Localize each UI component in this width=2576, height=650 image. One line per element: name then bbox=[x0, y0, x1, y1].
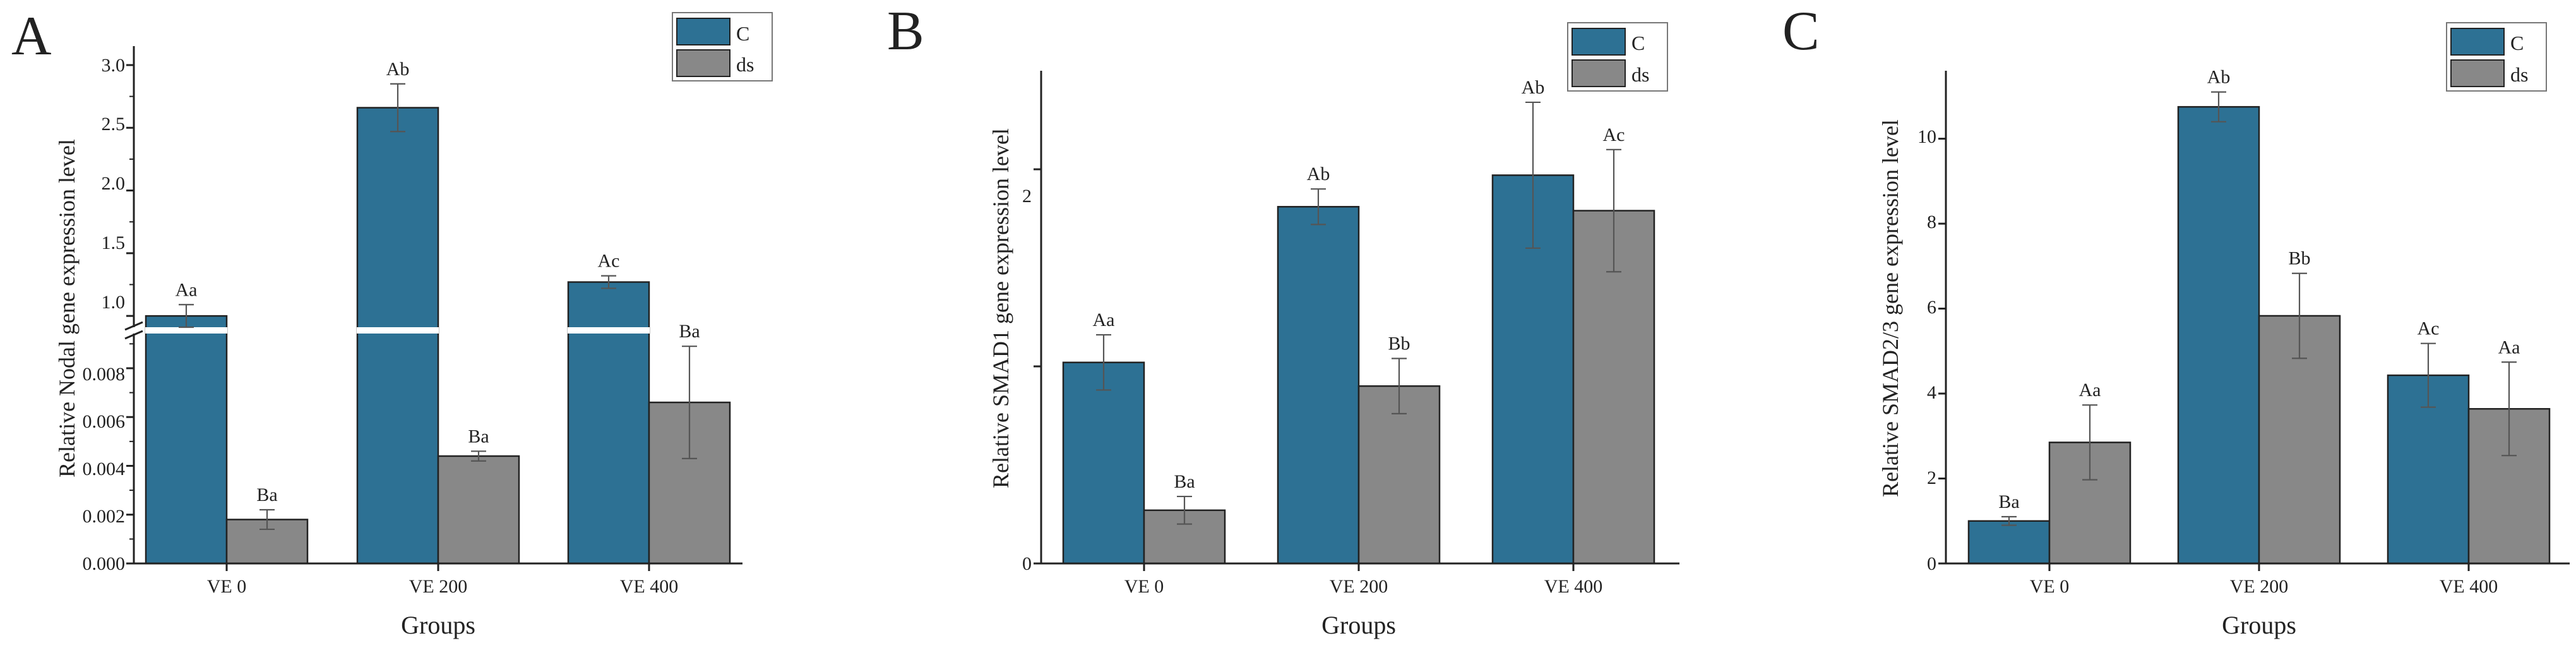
significance-label: Aa bbox=[2498, 337, 2520, 358]
x-tick-label: VE 400 bbox=[620, 576, 679, 597]
panel-label-b: B bbox=[887, 1, 924, 62]
y-tick-label: 0.000 bbox=[83, 553, 126, 574]
legend-a: C ds bbox=[672, 12, 773, 81]
legend-label-c: C bbox=[736, 22, 749, 45]
plot-area-a: Aa Ab Ac Ba Ba Ba bbox=[124, 46, 742, 571]
bar-c bbox=[356, 107, 439, 565]
bar-c bbox=[2387, 374, 2470, 565]
significance-label: Ac bbox=[2418, 318, 2440, 339]
y-tick-label: 1.5 bbox=[102, 232, 126, 253]
y-tick-label: 6 bbox=[1927, 297, 1936, 318]
legend-b: C ds bbox=[1567, 22, 1668, 92]
tick-labels-c: 0 2 4 6 8 10 VE 0 VE 200 VE 400 bbox=[1917, 126, 2498, 597]
significance-label: Ab bbox=[2207, 67, 2231, 88]
x-tick-label: VE 0 bbox=[2030, 576, 2070, 597]
legend-swatch-ds bbox=[676, 49, 730, 77]
significance-label: Bb bbox=[2288, 248, 2310, 269]
bar-c bbox=[2177, 105, 2260, 565]
x-tick-label: VE 400 bbox=[1544, 576, 1603, 597]
axis-break-gap bbox=[357, 327, 439, 334]
legend-label-c: C bbox=[2510, 32, 2524, 54]
axis-break-mark bbox=[124, 330, 143, 340]
y-tick-label: 3.0 bbox=[102, 55, 126, 76]
significance-label: Ba bbox=[1174, 471, 1195, 492]
y-tick-label: 4 bbox=[1927, 382, 1936, 403]
tick-labels-a: 0.000 0.002 0.004 0.006 0.008 1.0 1.5 2.… bbox=[83, 55, 679, 597]
significance-label: Ac bbox=[598, 251, 620, 272]
y-tick-label: 0 bbox=[1927, 553, 1936, 574]
significance-label: Ba bbox=[468, 426, 489, 447]
significance-label: Ac bbox=[1603, 124, 1625, 145]
legend-swatch-c bbox=[2450, 28, 2505, 56]
axis-break-gap bbox=[568, 327, 650, 334]
panel-label-a: A bbox=[11, 6, 52, 67]
y-tick-label: 0 bbox=[1022, 553, 1032, 574]
panel-label-c: C bbox=[1782, 1, 1820, 62]
bar-c bbox=[567, 281, 650, 565]
panel-c: C Relative SMAD2/3 gene expression level… bbox=[1782, 1, 2570, 639]
significance-label: Aa bbox=[2079, 380, 2101, 400]
bar-c bbox=[1967, 520, 2051, 565]
bar-ds bbox=[437, 455, 520, 565]
significance-label: Ba bbox=[1998, 491, 2019, 512]
significance-label: Ab bbox=[1307, 164, 1330, 184]
y-tick-label: 10 bbox=[1917, 126, 1936, 147]
bar-c bbox=[1062, 361, 1145, 565]
y-tick-label: 0.002 bbox=[83, 506, 126, 527]
legend-swatch-c bbox=[1571, 28, 1626, 56]
plot-area-b: Aa Ab Ab Ba Bb Ac bbox=[1034, 71, 1679, 571]
y-tick-label: 0.008 bbox=[83, 364, 126, 385]
legend-label-ds: ds bbox=[2510, 63, 2528, 86]
significance-label: Ab bbox=[386, 59, 410, 80]
significance-label: Ab bbox=[1522, 77, 1545, 98]
y-tick-label: 2 bbox=[1022, 186, 1032, 207]
legend-swatch-ds bbox=[2450, 59, 2505, 87]
x-axis-label-a: Groups bbox=[401, 611, 475, 639]
x-tick-label: VE 400 bbox=[2440, 576, 2498, 597]
significance-label: Ba bbox=[679, 321, 700, 342]
legend-label-ds: ds bbox=[736, 53, 754, 76]
y-tick-label: 8 bbox=[1927, 212, 1936, 232]
significance-label: Bb bbox=[1388, 334, 1410, 354]
y-axis-label-c: Relative SMAD2/3 gene expression level bbox=[1878, 119, 1903, 497]
bar-c bbox=[145, 315, 228, 565]
bar-c bbox=[1277, 206, 1360, 565]
legend-swatch-c bbox=[676, 18, 730, 45]
x-axis-label-b: Groups bbox=[1321, 611, 1396, 639]
y-tick-label: 2 bbox=[1927, 467, 1936, 488]
x-tick-label: VE 200 bbox=[2230, 576, 2289, 597]
legend-label-ds: ds bbox=[1631, 63, 1649, 86]
y-tick-label: 0.004 bbox=[83, 459, 126, 479]
x-tick-label: VE 0 bbox=[207, 576, 247, 597]
significance-label: Aa bbox=[176, 279, 198, 300]
x-axis-label-c: Groups bbox=[2222, 611, 2296, 639]
significance-label: Ba bbox=[256, 484, 277, 505]
y-tick-label: 2.0 bbox=[102, 173, 126, 194]
legend-swatch-ds bbox=[1571, 59, 1626, 87]
tick-labels-b: 0 2 VE 0 VE 200 VE 400 bbox=[1022, 186, 1602, 597]
panel-a: A Relative Nodal gene expression level G… bbox=[11, 6, 773, 639]
panel-b: B Relative SMAD1 gene expression level G… bbox=[887, 1, 1679, 639]
axis-break-gap bbox=[145, 327, 227, 334]
y-axis-label-a: Relative Nodal gene expression level bbox=[54, 139, 80, 478]
plot-area-c: Ba Ab Ac Aa Bb Aa bbox=[1938, 67, 2570, 571]
legend-c: C ds bbox=[2446, 22, 2547, 92]
y-tick-label: 2.5 bbox=[102, 114, 126, 135]
axis-break-mark bbox=[124, 321, 143, 331]
y-tick-label: 0.006 bbox=[83, 411, 126, 432]
x-tick-label: VE 0 bbox=[1124, 576, 1164, 597]
x-tick-label: VE 200 bbox=[409, 576, 468, 597]
x-tick-label: VE 200 bbox=[1330, 576, 1388, 597]
y-axis-label-b: Relative SMAD1 gene expression level bbox=[988, 128, 1013, 488]
legend-label-c: C bbox=[1631, 32, 1645, 54]
y-tick-label: 1.0 bbox=[102, 292, 126, 313]
significance-label: Aa bbox=[1093, 310, 1115, 330]
